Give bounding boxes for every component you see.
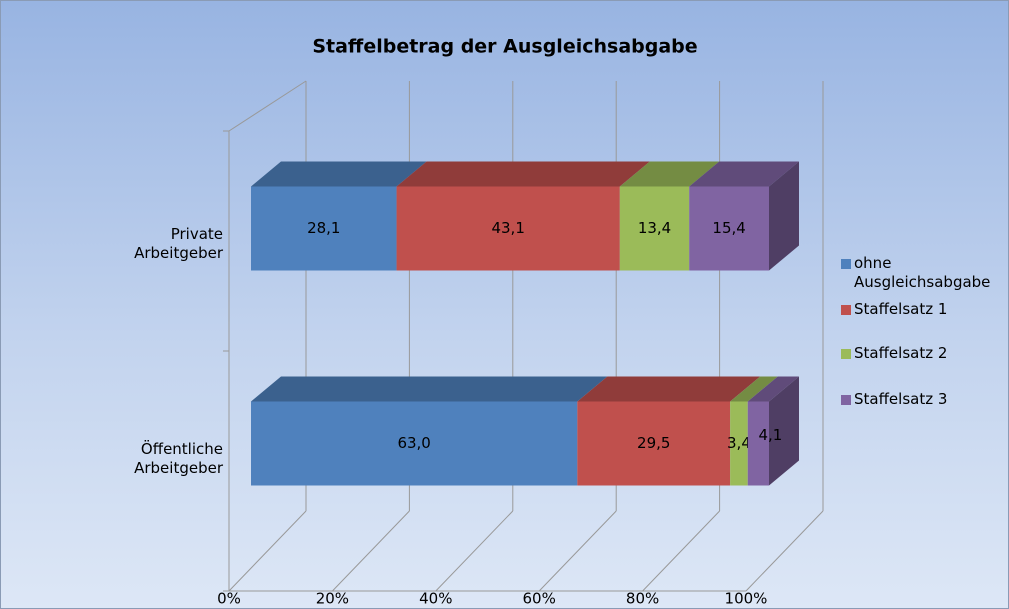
y-tick-label: Private Arbeitgeber (134, 224, 223, 262)
bar-side (769, 376, 799, 486)
chart-title: Staffelbetrag der Ausgleichsabgabe (312, 36, 697, 58)
x-tick-label: 40% (419, 590, 452, 608)
bar-top (396, 161, 650, 187)
x-tick-label: 80% (626, 590, 659, 608)
bar (689, 186, 769, 271)
data-label: 29,5 (637, 434, 670, 452)
bar-side (769, 161, 799, 271)
x-tick-label: 60% (523, 590, 556, 608)
bar-top (577, 376, 761, 402)
bar-top (251, 376, 608, 402)
legend-label: Staffelsatz 1 (854, 300, 948, 318)
grid-line (435, 510, 514, 592)
data-label: 28,1 (307, 219, 340, 237)
x-tick-label: 100% (725, 590, 768, 608)
left-wall-top (228, 80, 307, 132)
grid-line (228, 510, 307, 592)
bar-top (730, 376, 778, 402)
data-label: 4,1 (758, 426, 782, 444)
legend-label: ohne Ausgleichsabgabe (854, 254, 991, 291)
x-tick-label: 20% (316, 590, 349, 608)
data-label: 13,4 (638, 219, 671, 237)
grid-line (642, 510, 720, 592)
bar (396, 186, 620, 271)
grid-line (745, 510, 824, 592)
bar-top (689, 161, 799, 187)
bar (577, 401, 731, 486)
data-label: 43,1 (491, 219, 524, 237)
legend-label: Staffelsatz 3 (854, 390, 948, 408)
y-tick-label: Öffentliche Arbeitgeber (134, 439, 223, 477)
legend-swatch (841, 305, 851, 315)
data-label: 15,4 (712, 219, 745, 237)
bar (747, 401, 769, 486)
bar (619, 186, 690, 271)
data-label: 3,4 (727, 434, 751, 452)
grid-line (332, 510, 410, 592)
legend-swatch (841, 349, 851, 359)
data-label: 63,0 (397, 434, 430, 452)
bar (251, 186, 397, 271)
bar-top (619, 161, 720, 187)
bar-top (251, 161, 427, 187)
legend-swatch (841, 259, 851, 269)
bar (730, 401, 748, 486)
x-tick-label: 0% (217, 590, 241, 608)
grid-line (538, 510, 617, 592)
legend-swatch (841, 395, 851, 405)
bar (251, 401, 578, 486)
bar-top (747, 376, 799, 402)
legend-label: Staffelsatz 2 (854, 344, 948, 362)
